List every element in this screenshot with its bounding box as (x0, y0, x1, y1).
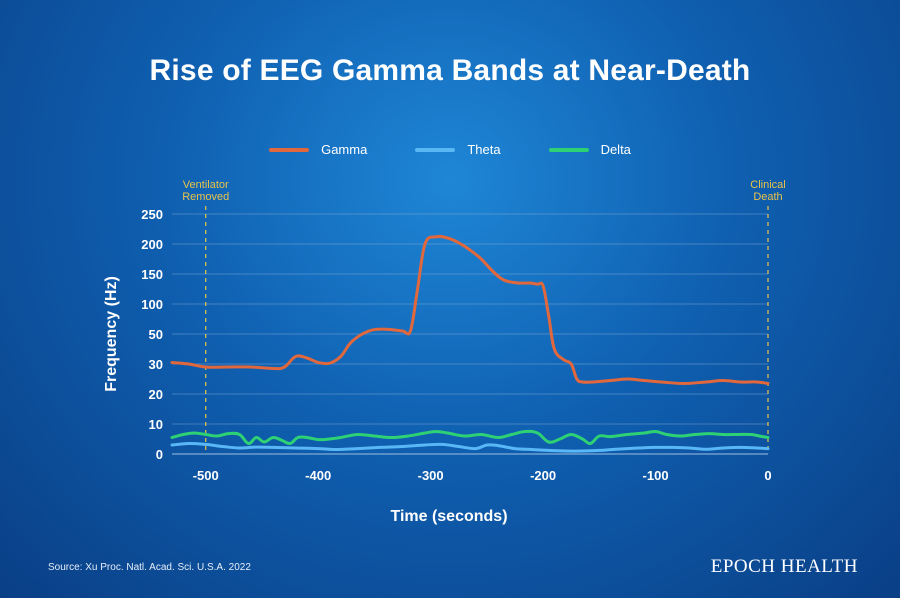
x-tick-label: -400 (305, 468, 331, 483)
series-line-gamma (170, 234, 770, 385)
x-tick-labels: -500 -400 -300 -200 -100 0 (193, 468, 772, 483)
series-line-theta (170, 441, 770, 453)
annotation-label: Clinical (750, 179, 785, 191)
legend-label-delta: Delta (600, 142, 631, 157)
y-tick-label: 0 (156, 447, 163, 462)
annotation-label: Ventilator (183, 179, 229, 191)
annotation-label: Death (753, 191, 782, 203)
y-tick-label: 250 (141, 207, 163, 222)
legend-swatch-theta (415, 147, 456, 152)
x-tick-label: -500 (193, 468, 219, 483)
x-tick-label: -100 (643, 468, 669, 483)
legend-item-theta: Theta (415, 142, 501, 157)
y-tick-label: 50 (149, 327, 163, 342)
x-axis-label: Time (seconds) (390, 508, 507, 525)
legend-swatch-delta (548, 147, 589, 152)
legend-label-theta: Theta (467, 142, 501, 157)
series-line-delta (170, 429, 770, 446)
y-axis-label: Frequency (Hz) (103, 276, 120, 392)
chart-legend: Gamma Theta Delta (0, 142, 900, 157)
y-tick-label: 100 (141, 297, 163, 312)
legend-label-gamma: Gamma (321, 142, 368, 157)
y-tick-label: 150 (141, 267, 163, 282)
y-tick-label: 30 (149, 357, 163, 372)
y-tick-labels: 0 10 20 30 50 100 150 200 250 (141, 207, 163, 462)
x-tick-label: 0 (764, 468, 771, 483)
legend-swatch-gamma (269, 147, 310, 152)
series-lines (170, 234, 770, 453)
chart-title: Rise of EEG Gamma Bands at Near-Death (149, 54, 751, 87)
annotation-label: Removed (182, 191, 229, 203)
brand-logo: EPOCH HEALTH (710, 556, 858, 577)
legend-item-delta: Delta (548, 142, 631, 157)
legend-item-gamma: Gamma (269, 142, 367, 157)
y-tick-label: 20 (149, 387, 163, 402)
source-note: Source: Xu Proc. Natl. Acad. Sci. U.S.A.… (48, 562, 251, 573)
y-tick-label: 10 (149, 417, 163, 432)
x-tick-label: -200 (530, 468, 556, 483)
x-tick-label: -300 (418, 468, 444, 483)
y-tick-label: 200 (141, 237, 163, 252)
grid-lines (172, 213, 768, 455)
